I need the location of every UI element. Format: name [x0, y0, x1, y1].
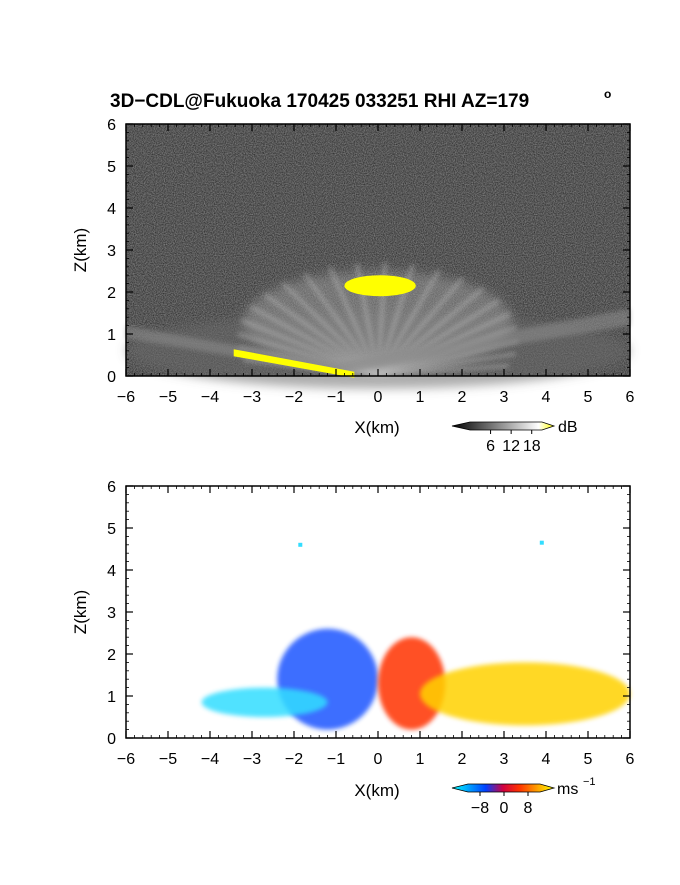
x-tick-label: 2	[458, 389, 467, 406]
velocity-plot-area	[126, 486, 630, 738]
y-tick-label: 2	[107, 285, 116, 302]
y-tick-label: 4	[107, 563, 116, 580]
y-tick-label: 3	[107, 605, 116, 622]
y-tick-label: 5	[107, 159, 116, 176]
x-tick-label: 5	[584, 389, 593, 406]
x-tick-label: 2	[458, 751, 467, 768]
reflectivity-colorbar-unit: dB	[558, 419, 578, 436]
y-tick-label: 0	[107, 369, 116, 386]
x-tick-label: 6	[626, 751, 635, 768]
x-tick-label: 1	[416, 751, 425, 768]
y-tick-label: 1	[107, 689, 116, 706]
reflectivity-colorbar-ticks: 6 12 18	[486, 430, 541, 455]
velocity-y-axis-label: Z(km)	[71, 590, 90, 634]
colorbar-tick-label: 18	[523, 438, 541, 455]
x-tick-label: −4	[201, 389, 219, 406]
x-tick-label: −1	[327, 751, 345, 768]
reflectivity-plot-area	[126, 124, 630, 389]
colorbar-tick-label: 8	[524, 800, 533, 817]
x-tick-label: −5	[159, 389, 177, 406]
reflectivity-x-axis-label: X(km)	[354, 418, 399, 437]
velocity-colorbar-ticks: −8 0 8	[471, 792, 533, 817]
x-tick-label: 3	[500, 389, 509, 406]
y-tick-label: 5	[107, 521, 116, 538]
reflectivity-colorbar: 6 12 18 dB	[451, 419, 578, 455]
velocity-colorbar-bar	[451, 783, 556, 793]
colorbar-tick-label: 0	[500, 800, 509, 817]
x-tick-label: −6	[117, 389, 135, 406]
y-tick-label: 2	[107, 647, 116, 664]
x-tick-label: −1	[327, 389, 345, 406]
x-tick-label: 6	[626, 389, 635, 406]
velocity-feature-layer	[201, 540, 630, 730]
colorbar-tick-label: 6	[486, 438, 495, 455]
reflectivity-y-axis-label: Z(km)	[71, 228, 90, 272]
y-tick-label: 0	[107, 731, 116, 748]
reflectivity-colorbar-bar	[451, 421, 556, 431]
velocity-colorbar-unit: ms	[557, 781, 578, 798]
y-tick-label: 6	[107, 117, 116, 134]
x-tick-label: 0	[374, 751, 383, 768]
velocity-x-axis-label: X(km)	[354, 781, 399, 800]
velocity-feature	[201, 687, 328, 717]
colorbar-tick-label: 12	[502, 438, 520, 455]
velocity-feature	[378, 637, 446, 730]
x-tick-label: −6	[117, 751, 135, 768]
x-tick-label: −3	[243, 389, 261, 406]
x-tick-label: 4	[542, 751, 551, 768]
figure-title-degree: o	[604, 87, 611, 101]
x-tick-label: −2	[285, 389, 303, 406]
velocity-panel: −6 −5 −4 −3 −2 −1 0 1 2 3 4 5 6 0 1 2 3 4 5 6 X(km) Z(km) −…	[71, 479, 635, 817]
y-tick-label: 3	[107, 243, 116, 260]
x-tick-label: −4	[201, 751, 219, 768]
x-tick-label: 4	[542, 389, 551, 406]
velocity-feature	[420, 662, 630, 726]
velocity-axes: −6 −5 −4 −3 −2 −1 0 1 2 3 4 5 6 0 1 2 3 4 5 6	[107, 479, 634, 768]
y-tick-label: 1	[107, 327, 116, 344]
x-tick-label: 3	[500, 751, 509, 768]
velocity-isolated-point	[539, 540, 544, 545]
x-tick-label: 5	[584, 751, 593, 768]
velocity-isolated-point	[298, 542, 303, 547]
x-tick-label: −5	[159, 751, 177, 768]
reflectivity-feature	[344, 275, 416, 297]
figure-title: 3D−CDL@Fukuoka 170425 033251 RHI AZ=179	[110, 91, 529, 112]
velocity-colorbar-unit-exponent: −1	[583, 776, 596, 788]
x-tick-label: −2	[285, 751, 303, 768]
velocity-colorbar: −8 0 8 ms −1	[451, 776, 596, 817]
reflectivity-axes: −6 −5 −4 −3 −2 −1 0 1 2 3 4 5 6 0 1 2 3 4 5 6	[107, 117, 634, 406]
y-tick-label: 6	[107, 479, 116, 496]
x-tick-label: 0	[374, 389, 383, 406]
x-tick-label: 1	[416, 389, 425, 406]
colorbar-tick-label: −8	[471, 800, 489, 817]
y-tick-label: 4	[107, 201, 116, 218]
x-tick-label: −3	[243, 751, 261, 768]
